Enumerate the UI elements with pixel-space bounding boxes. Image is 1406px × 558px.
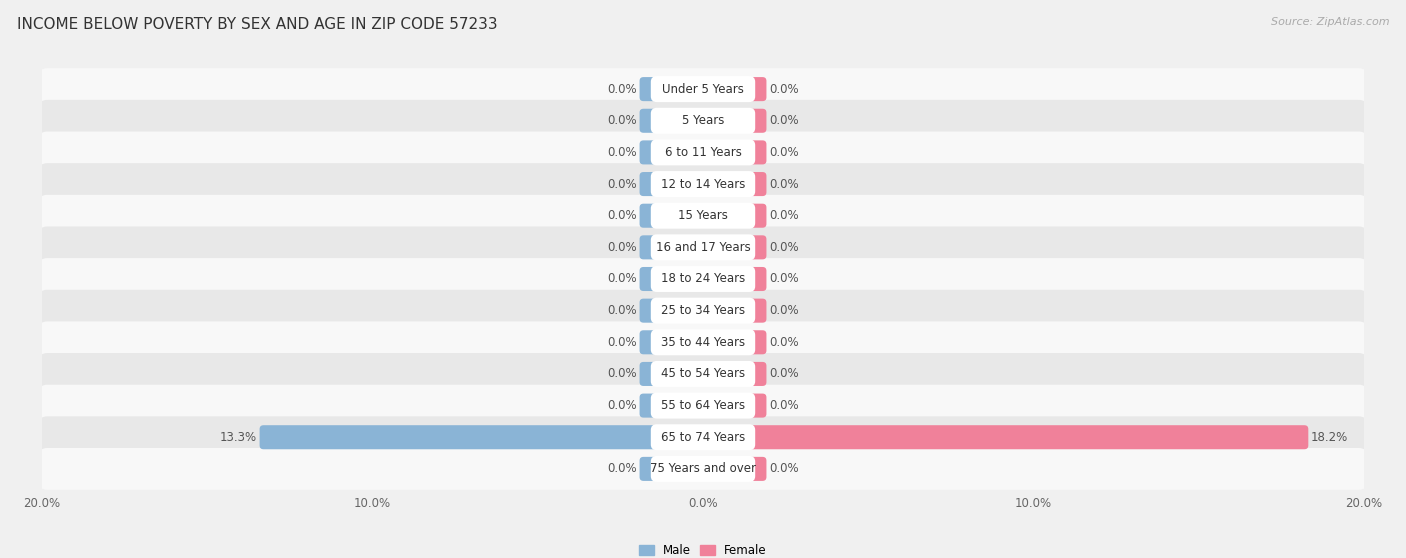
FancyBboxPatch shape [699, 235, 766, 259]
FancyBboxPatch shape [640, 393, 707, 417]
FancyBboxPatch shape [651, 140, 755, 165]
FancyBboxPatch shape [699, 330, 766, 354]
Legend: Male, Female: Male, Female [634, 539, 772, 558]
Text: 12 to 14 Years: 12 to 14 Years [661, 177, 745, 190]
Text: 0.0%: 0.0% [607, 146, 637, 159]
Text: 0.0%: 0.0% [607, 336, 637, 349]
FancyBboxPatch shape [640, 299, 707, 323]
FancyBboxPatch shape [699, 109, 766, 133]
Text: 0.0%: 0.0% [607, 241, 637, 254]
FancyBboxPatch shape [699, 204, 766, 228]
Text: 0.0%: 0.0% [607, 463, 637, 475]
FancyBboxPatch shape [39, 448, 1367, 490]
FancyBboxPatch shape [640, 172, 707, 196]
FancyBboxPatch shape [39, 132, 1367, 174]
FancyBboxPatch shape [651, 424, 755, 450]
FancyBboxPatch shape [640, 109, 707, 133]
Text: 0.0%: 0.0% [769, 399, 799, 412]
FancyBboxPatch shape [39, 290, 1367, 331]
Text: 0.0%: 0.0% [769, 368, 799, 381]
FancyBboxPatch shape [699, 457, 766, 481]
Text: 35 to 44 Years: 35 to 44 Years [661, 336, 745, 349]
FancyBboxPatch shape [651, 108, 755, 134]
Text: 5 Years: 5 Years [682, 114, 724, 127]
FancyBboxPatch shape [640, 235, 707, 259]
FancyBboxPatch shape [699, 267, 766, 291]
Text: 55 to 64 Years: 55 to 64 Years [661, 399, 745, 412]
FancyBboxPatch shape [651, 361, 755, 387]
FancyBboxPatch shape [39, 100, 1367, 142]
FancyBboxPatch shape [651, 76, 755, 102]
FancyBboxPatch shape [699, 77, 766, 101]
FancyBboxPatch shape [39, 195, 1367, 237]
FancyBboxPatch shape [39, 384, 1367, 426]
FancyBboxPatch shape [39, 353, 1367, 395]
FancyBboxPatch shape [39, 68, 1367, 110]
Text: 0.0%: 0.0% [769, 304, 799, 317]
FancyBboxPatch shape [640, 204, 707, 228]
FancyBboxPatch shape [651, 297, 755, 324]
Text: 0.0%: 0.0% [769, 83, 799, 95]
Text: 16 and 17 Years: 16 and 17 Years [655, 241, 751, 254]
FancyBboxPatch shape [640, 141, 707, 165]
FancyBboxPatch shape [640, 457, 707, 481]
FancyBboxPatch shape [39, 416, 1367, 458]
Text: 65 to 74 Years: 65 to 74 Years [661, 431, 745, 444]
FancyBboxPatch shape [699, 299, 766, 323]
Text: 15 Years: 15 Years [678, 209, 728, 222]
FancyBboxPatch shape [39, 163, 1367, 205]
Text: 45 to 54 Years: 45 to 54 Years [661, 368, 745, 381]
Text: Source: ZipAtlas.com: Source: ZipAtlas.com [1271, 17, 1389, 27]
Text: 75 Years and over: 75 Years and over [650, 463, 756, 475]
FancyBboxPatch shape [651, 393, 755, 418]
Text: 6 to 11 Years: 6 to 11 Years [665, 146, 741, 159]
FancyBboxPatch shape [260, 425, 707, 449]
Text: 0.0%: 0.0% [769, 241, 799, 254]
FancyBboxPatch shape [39, 227, 1367, 268]
Text: 0.0%: 0.0% [607, 177, 637, 190]
Text: 0.0%: 0.0% [607, 83, 637, 95]
Text: 0.0%: 0.0% [607, 368, 637, 381]
FancyBboxPatch shape [699, 141, 766, 165]
FancyBboxPatch shape [651, 171, 755, 197]
FancyBboxPatch shape [640, 362, 707, 386]
Text: 0.0%: 0.0% [607, 399, 637, 412]
Text: 0.0%: 0.0% [769, 114, 799, 127]
FancyBboxPatch shape [699, 393, 766, 417]
FancyBboxPatch shape [699, 425, 1309, 449]
Text: 0.0%: 0.0% [607, 114, 637, 127]
Text: 0.0%: 0.0% [769, 336, 799, 349]
FancyBboxPatch shape [640, 330, 707, 354]
FancyBboxPatch shape [651, 266, 755, 292]
FancyBboxPatch shape [699, 362, 766, 386]
FancyBboxPatch shape [651, 456, 755, 482]
Text: Under 5 Years: Under 5 Years [662, 83, 744, 95]
FancyBboxPatch shape [651, 329, 755, 355]
Text: 0.0%: 0.0% [769, 272, 799, 286]
Text: 0.0%: 0.0% [607, 304, 637, 317]
Text: 18 to 24 Years: 18 to 24 Years [661, 272, 745, 286]
Text: INCOME BELOW POVERTY BY SEX AND AGE IN ZIP CODE 57233: INCOME BELOW POVERTY BY SEX AND AGE IN Z… [17, 17, 498, 32]
Text: 0.0%: 0.0% [607, 272, 637, 286]
Text: 0.0%: 0.0% [769, 463, 799, 475]
FancyBboxPatch shape [651, 203, 755, 229]
FancyBboxPatch shape [640, 267, 707, 291]
FancyBboxPatch shape [699, 172, 766, 196]
Text: 0.0%: 0.0% [607, 209, 637, 222]
FancyBboxPatch shape [39, 258, 1367, 300]
Text: 0.0%: 0.0% [769, 209, 799, 222]
FancyBboxPatch shape [39, 321, 1367, 363]
Text: 0.0%: 0.0% [769, 146, 799, 159]
Text: 13.3%: 13.3% [219, 431, 257, 444]
Text: 0.0%: 0.0% [769, 177, 799, 190]
Text: 25 to 34 Years: 25 to 34 Years [661, 304, 745, 317]
FancyBboxPatch shape [640, 77, 707, 101]
Text: 18.2%: 18.2% [1310, 431, 1348, 444]
FancyBboxPatch shape [651, 234, 755, 261]
